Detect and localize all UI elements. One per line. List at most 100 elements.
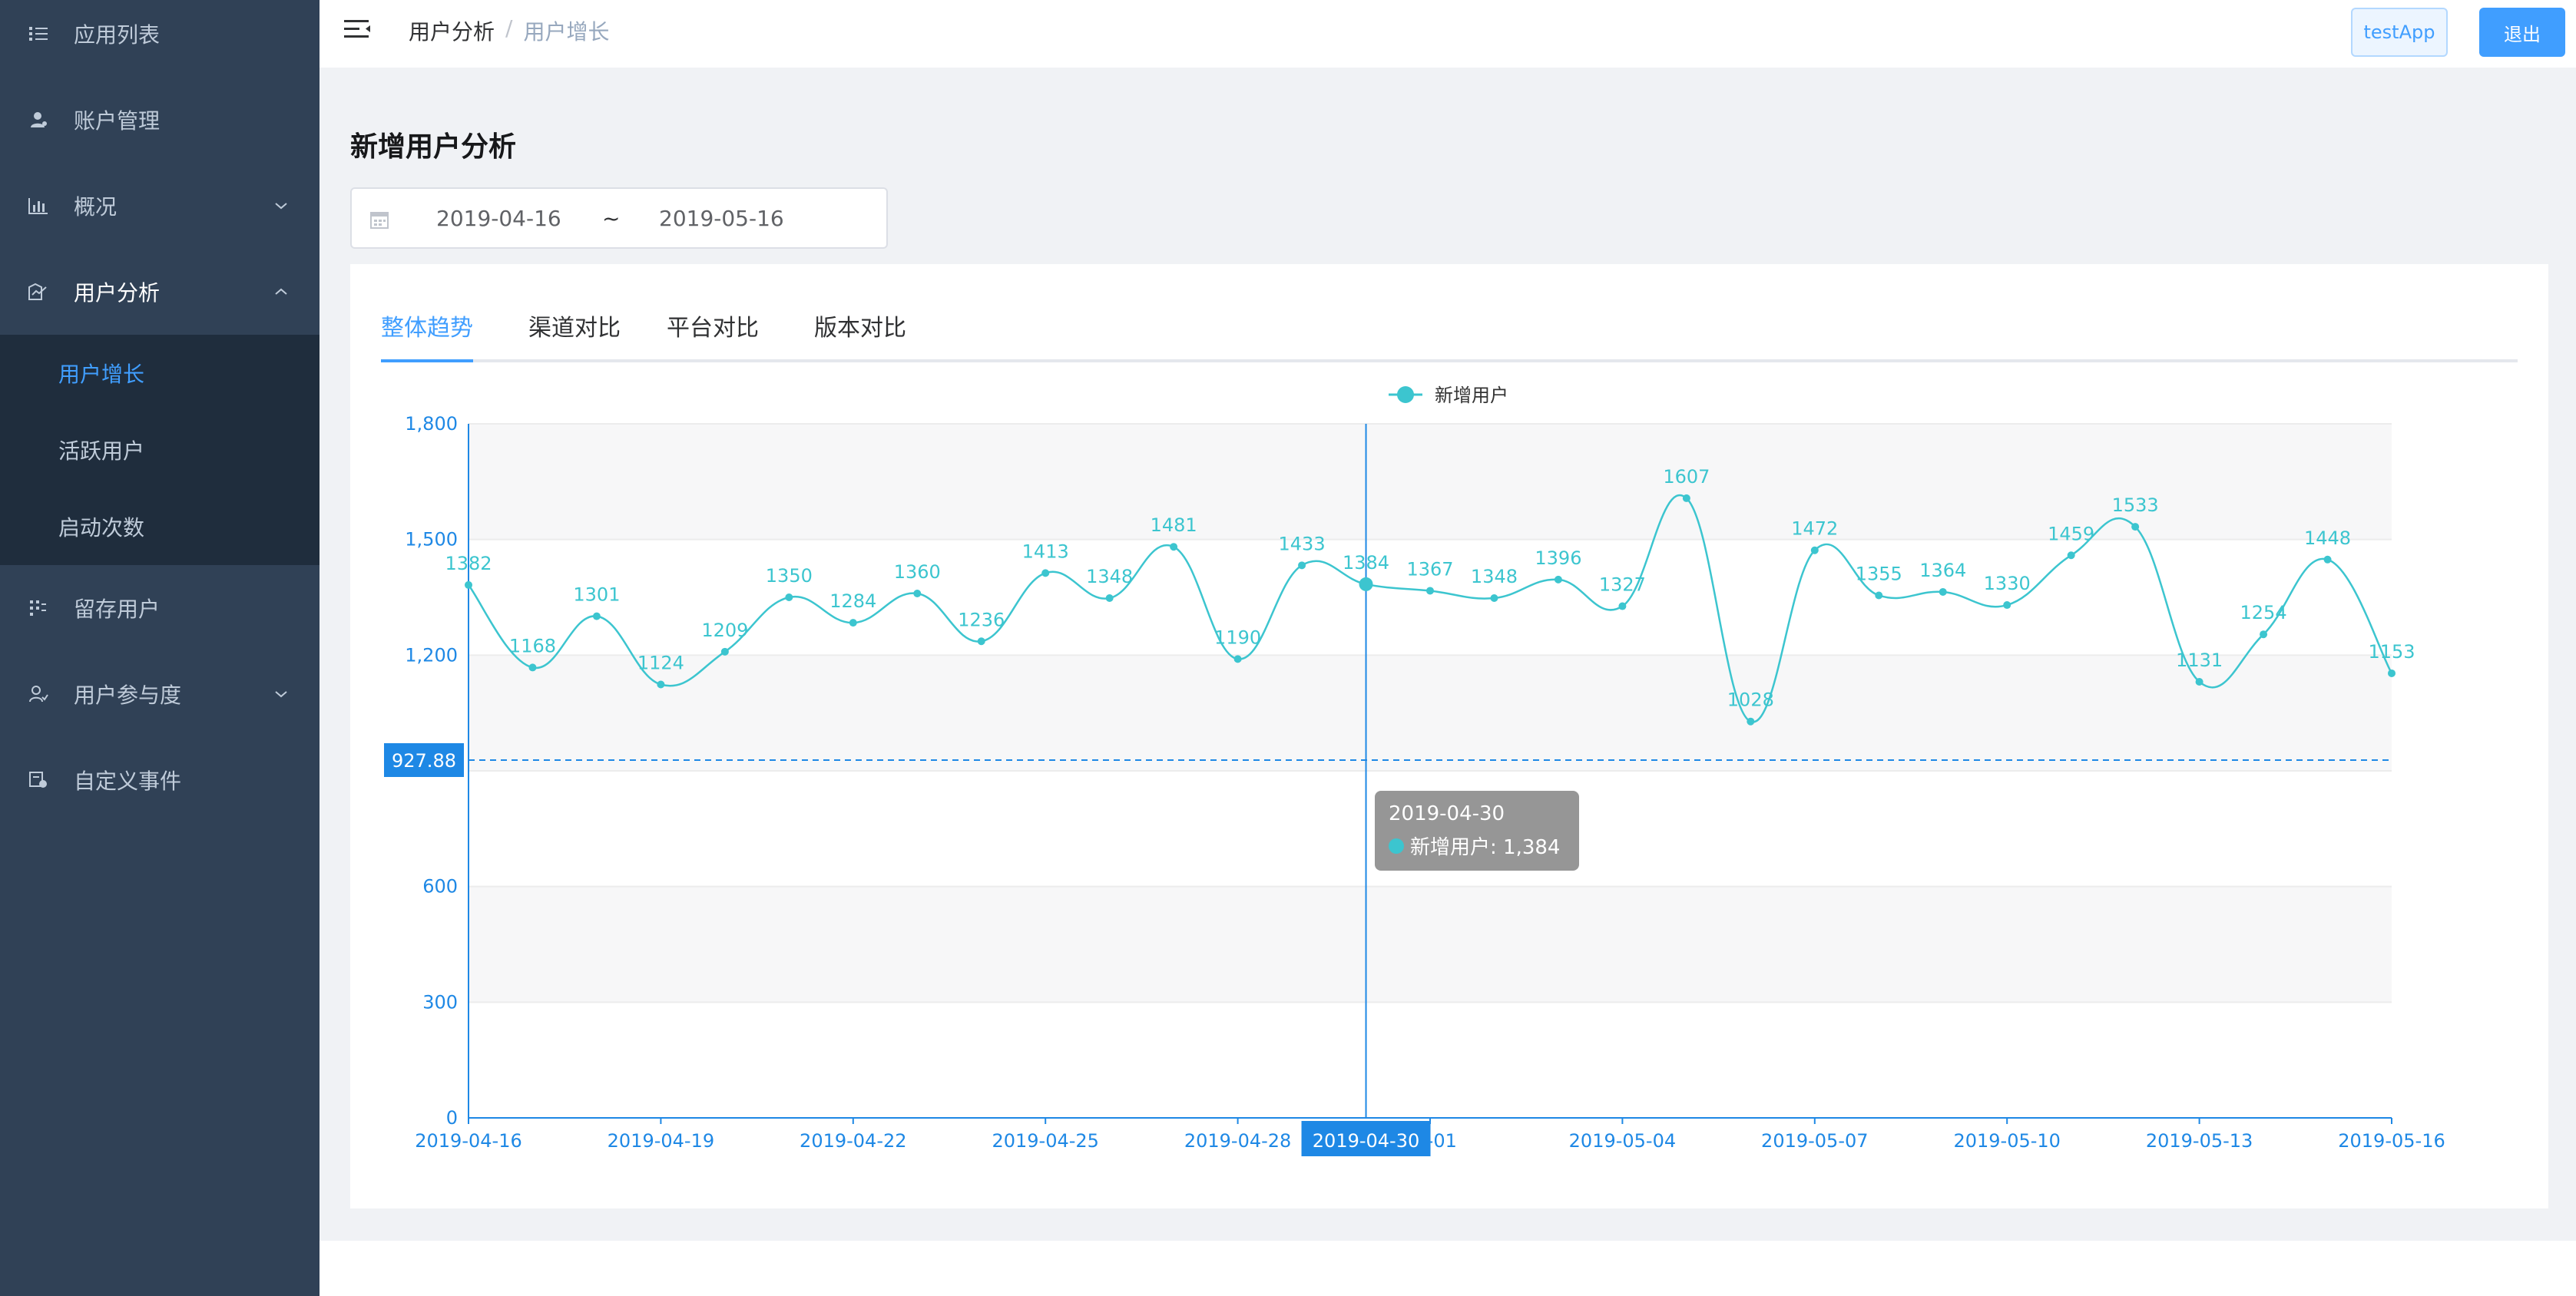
data-label: 1190	[1214, 627, 1261, 648]
data-label: 1131	[2176, 650, 2223, 671]
page-title: 新增用户分析	[350, 131, 517, 163]
y-tick-label: 1,500	[405, 529, 458, 550]
tab-overall-trend[interactable]: 整体趋势	[381, 310, 473, 362]
date-start-input[interactable]: 2019-04-16	[436, 206, 561, 231]
submenu-item-launch-count[interactable]: 启动次数	[0, 488, 320, 565]
submenu-user-analysis: 用户增长 活跃用户 启动次数	[0, 335, 320, 565]
sidebar-item-app-list[interactable]: 应用列表	[0, 0, 320, 77]
x-tick-label: 2019-04-28	[1184, 1130, 1291, 1152]
data-label: 1533	[2112, 494, 2159, 516]
y-tick-label: 1,800	[405, 413, 458, 435]
submenu-item-label: 启动次数	[58, 515, 145, 541]
data-label: 1327	[1599, 574, 1646, 596]
data-point	[785, 593, 793, 601]
app-selector-button[interactable]: testApp	[2351, 8, 2448, 57]
data-point	[2388, 669, 2396, 677]
sidebar: 应用列表 账户管理 概况 用户分析 用户增长 活跃用户 启动次数	[0, 0, 320, 1296]
date-end-input[interactable]: 2019-05-16	[659, 206, 784, 231]
submenu-item-user-growth[interactable]: 用户增长	[0, 335, 320, 412]
tooltip-date: 2019-04-30	[1389, 802, 1505, 825]
date-range-picker[interactable]: 2019-04-16 ~ 2019-05-16	[350, 187, 888, 249]
data-point	[913, 589, 922, 597]
menu-toggle-icon[interactable]	[344, 17, 372, 41]
data-label: 1028	[1727, 689, 1774, 711]
data-label: 1433	[1279, 533, 1326, 554]
data-label: 1382	[445, 553, 492, 574]
data-point	[657, 680, 665, 689]
data-point	[1875, 591, 1883, 600]
data-label: 1350	[766, 565, 813, 587]
y-tick-label: 300	[422, 991, 458, 1013]
sidebar-item-label: 留存用户	[74, 597, 161, 622]
y-tick-label: 1,200	[405, 644, 458, 666]
submenu-item-active-users[interactable]: 活跃用户	[0, 412, 320, 488]
data-label: 1384	[1343, 552, 1389, 574]
data-label: 1236	[958, 609, 1005, 630]
sidebar-item-label: 用户参与度	[74, 683, 182, 708]
sidebar-item-custom-events[interactable]: 自定义事件	[0, 737, 320, 823]
y-tick-label: 0	[446, 1107, 458, 1129]
chevron-down-icon	[275, 691, 287, 698]
tab-bar: 整体趋势 渠道对比 平台对比 版本对比	[381, 310, 2518, 362]
date-range-separator: ~	[602, 206, 621, 231]
engagement-icon	[28, 683, 49, 705]
data-point	[849, 619, 857, 627]
data-label: 1153	[2368, 641, 2415, 663]
x-tick-label: 2019-05-16	[2338, 1130, 2445, 1152]
analysis-icon	[28, 281, 49, 303]
legend-label: 新增用户	[1435, 385, 1508, 406]
grid-band	[469, 886, 2392, 1003]
tab-platform-compare[interactable]: 平台对比	[667, 315, 759, 342]
data-label: 1459	[2048, 523, 2094, 544]
x-tick-label: 2019-05-10	[1953, 1130, 2060, 1152]
logout-button[interactable]: 退出	[2479, 8, 2565, 57]
data-point	[1618, 602, 1627, 610]
tab-version-compare[interactable]: 版本对比	[814, 315, 906, 342]
data-point	[1810, 546, 1819, 554]
data-label: 1301	[573, 584, 620, 606]
breadcrumb-item-user-analysis[interactable]: 用户分析	[409, 19, 495, 45]
sidebar-item-label: 概况	[74, 194, 118, 220]
data-label: 1168	[509, 635, 556, 656]
sidebar-item-retention[interactable]: 留存用户	[0, 565, 320, 651]
sidebar-item-label: 应用列表	[74, 22, 161, 48]
chevron-up-icon	[275, 288, 287, 295]
data-label: 1355	[1856, 563, 1902, 584]
data-label: 1472	[1791, 518, 1838, 540]
data-label: 1209	[701, 620, 748, 641]
data-label: 1481	[1151, 514, 1197, 536]
data-point	[2003, 601, 2011, 610]
sidebar-item-engagement[interactable]: 用户参与度	[0, 651, 320, 737]
series-line-new-users	[468, 494, 2393, 723]
sidebar-item-label: 账户管理	[74, 108, 161, 134]
tab-channel-compare[interactable]: 渠道对比	[528, 315, 621, 342]
list-icon	[28, 23, 49, 45]
x-tick-label: 2019-05-07	[1761, 1130, 1868, 1152]
data-point	[592, 612, 601, 620]
tooltip-box	[1375, 791, 1579, 871]
data-label: 1348	[1086, 566, 1133, 587]
data-label: 1413	[1022, 541, 1069, 562]
tooltip-value: 新增用户: 1,384	[1410, 836, 1560, 859]
data-label: 1124	[637, 653, 684, 674]
breadcrumb-separator: /	[505, 15, 513, 41]
x-tick-label: 2019-04-25	[992, 1130, 1098, 1152]
breadcrumb: 用户分析 / 用户增长	[409, 15, 609, 46]
sidebar-item-overview[interactable]: 概况	[0, 163, 320, 249]
mark-line-label-bg	[384, 742, 464, 777]
grid-band	[469, 655, 2392, 771]
data-label: 1348	[1471, 566, 1518, 587]
data-point	[977, 637, 985, 646]
sidebar-item-user-analysis[interactable]: 用户分析	[0, 249, 320, 335]
x-tick-label: 2019-04-22	[800, 1130, 906, 1152]
data-label: 1330	[1984, 573, 2031, 594]
data-label: 1284	[829, 590, 876, 612]
data-point	[2260, 630, 2268, 639]
sidebar-item-account[interactable]: 账户管理	[0, 77, 320, 163]
user-icon	[28, 109, 49, 131]
data-label: 1607	[1663, 466, 1710, 488]
highlight-x-label: 2019-04-30	[1313, 1130, 1419, 1152]
bar-chart-icon	[28, 195, 49, 217]
submenu-item-label: 用户增长	[58, 362, 145, 387]
